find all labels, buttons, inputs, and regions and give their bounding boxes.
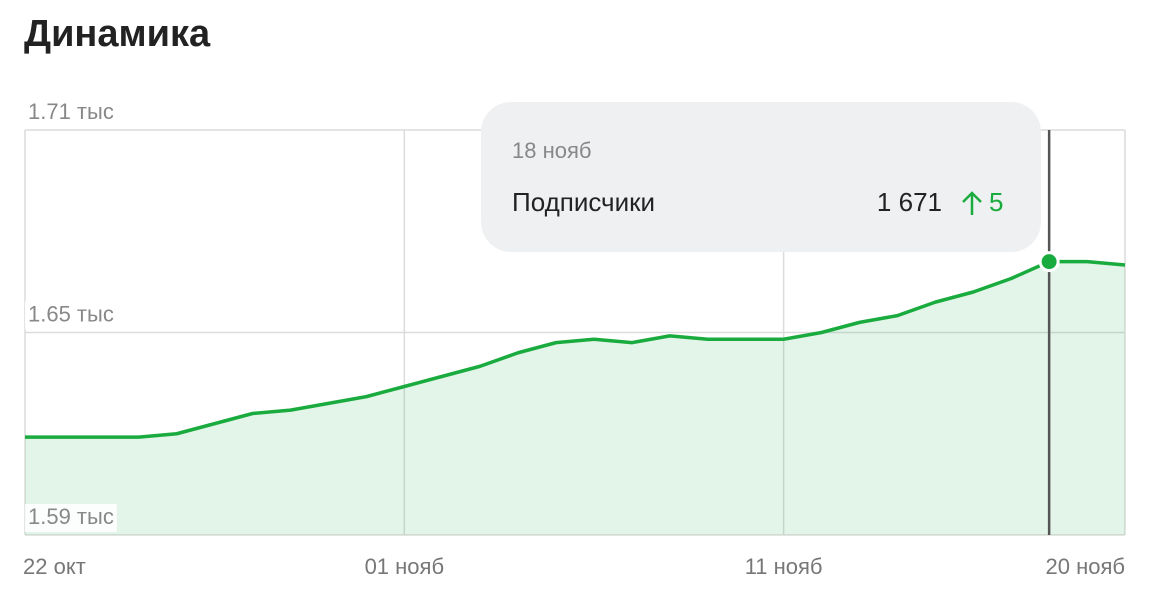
y-tick-label-bg xyxy=(25,99,117,127)
arrow-up-icon xyxy=(962,191,982,215)
tooltip: 18 нояб Подписчики 1 671 5 xyxy=(481,102,1041,252)
y-tick-label: 1.65 тыс xyxy=(28,301,114,326)
x-tick-label: 20 нояб xyxy=(1046,554,1125,579)
hover-point xyxy=(1038,251,1060,273)
tooltip-change: 5 xyxy=(989,187,1003,217)
x-tick-label: 11 нояб xyxy=(745,554,823,579)
x-tick-label: 01 нояб xyxy=(365,554,444,579)
tooltip-series: Подписчики xyxy=(512,187,655,217)
y-tick-label-bg xyxy=(25,301,117,330)
tooltip-value: 1 671 xyxy=(877,187,942,217)
plot xyxy=(25,259,1126,535)
x-tick-label: 22 окт xyxy=(23,554,86,579)
line xyxy=(25,259,1126,439)
chart-title: Динамика xyxy=(24,13,211,55)
y-tick-label-bg xyxy=(25,504,117,532)
area xyxy=(25,261,1125,535)
y-tick-label: 1.59 тыс xyxy=(28,504,114,529)
tooltip-box xyxy=(481,102,1041,252)
y-tick-label: 1.71 тыс xyxy=(28,99,114,124)
tooltip-date: 18 нояб xyxy=(512,138,591,163)
